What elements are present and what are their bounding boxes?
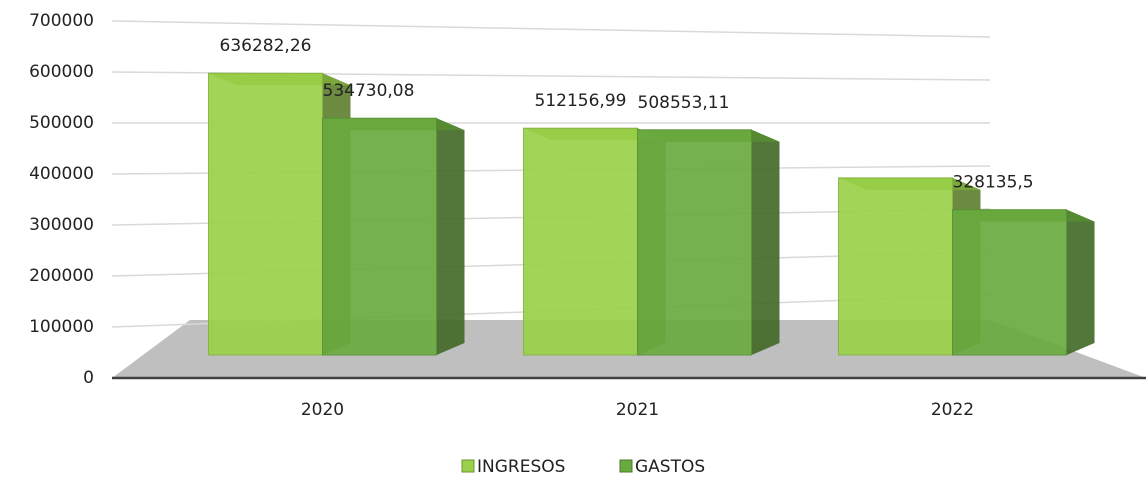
bar-front [838,177,953,356]
legend-label: GASTOS [635,457,705,477]
data-label: 512156,99 [535,91,627,111]
bar [322,117,465,356]
data-label: 636282,26 [220,36,312,56]
y-tick-label: 700000 [29,11,94,31]
data-label: 328135,5 [953,173,1034,193]
legend: INGRESOS GASTOS [461,457,705,477]
y-tick-label: 600000 [29,62,94,82]
bar-front [952,209,1067,356]
bar-side [1066,209,1095,355]
legend-swatch [619,459,633,473]
legend-swatch [461,459,475,473]
y-tick-label: 100000 [29,317,94,337]
y-tick-label: 500000 [29,113,94,133]
data-label: 508553,11 [638,93,730,113]
bar [952,209,1095,356]
x-tick-label: 2022 [931,400,974,420]
x-tick-label: 2021 [616,400,659,420]
grid-line [111,20,991,38]
x-tick-label: 2020 [301,400,344,420]
y-tick-label: 0 [83,368,94,388]
y-tick-label: 300000 [29,215,94,235]
bar-front [322,117,437,356]
data-label: 534730,08 [323,81,415,101]
legend-label: INGRESOS [477,457,565,477]
bar-side [751,129,780,355]
bar-front [637,129,752,356]
y-tick-label: 400000 [29,164,94,184]
bar-front [523,127,638,356]
bar-front [208,72,323,356]
bar [637,129,780,356]
y-tick-label: 200000 [29,266,94,286]
bar-side [436,118,465,355]
